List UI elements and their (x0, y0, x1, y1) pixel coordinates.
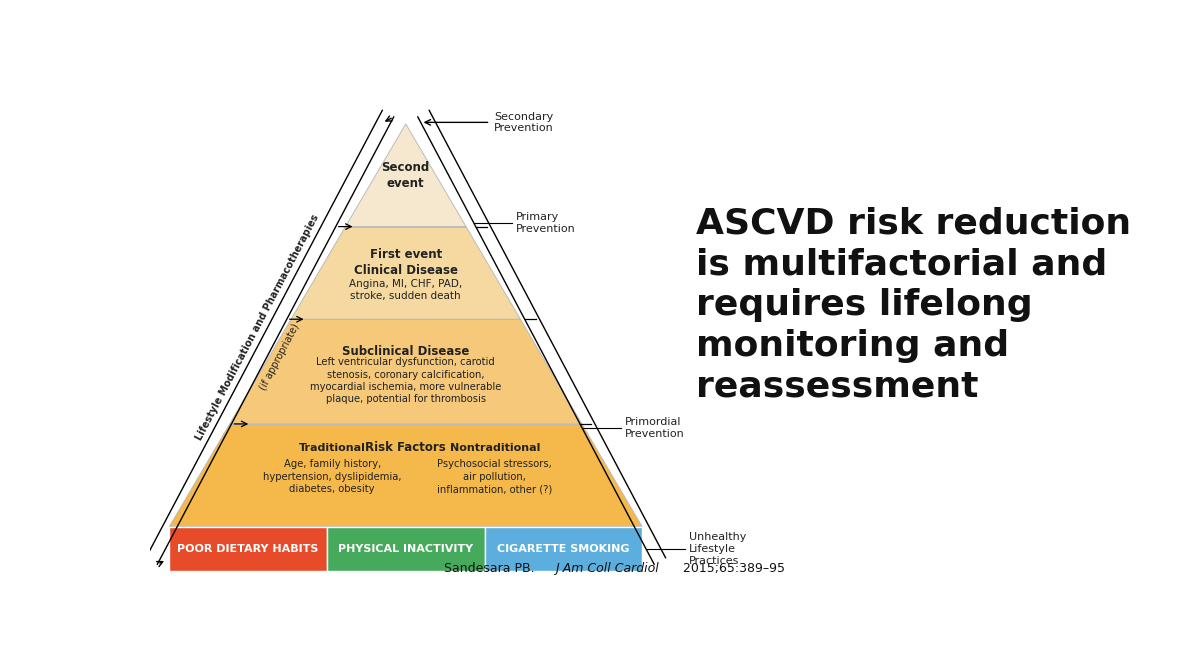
Text: Primordial
Prevention: Primordial Prevention (625, 417, 684, 439)
Text: ASCVD risk reduction
is multifactorial and
requires lifelong
monitoring and
reas: ASCVD risk reduction is multifactorial a… (696, 207, 1132, 404)
Text: Unhealthy
Lifestyle
Practices: Unhealthy Lifestyle Practices (689, 532, 746, 566)
Polygon shape (292, 226, 521, 319)
Text: POOR DIETARY HABITS: POOR DIETARY HABITS (178, 544, 319, 554)
Text: PHYSICAL INACTIVITY: PHYSICAL INACTIVITY (338, 544, 473, 554)
Bar (485, 526, 642, 572)
Polygon shape (169, 424, 642, 526)
Text: Sandesara PB.: Sandesara PB. (444, 562, 539, 575)
Bar (326, 526, 485, 572)
Text: First event
Clinical Disease: First event Clinical Disease (354, 249, 457, 277)
Text: Secondary
Prevention: Secondary Prevention (494, 112, 554, 133)
Text: Risk Factors: Risk Factors (365, 441, 446, 454)
Text: CIGARETTE SMOKING: CIGARETTE SMOKING (497, 544, 630, 554)
Polygon shape (346, 124, 466, 226)
Text: Angina, MI, CHF, PAD,
stroke, sudden death: Angina, MI, CHF, PAD, stroke, sudden dea… (349, 279, 462, 301)
Bar (169, 526, 326, 572)
Text: Subclinical Disease: Subclinical Disease (342, 345, 469, 358)
Text: 2015;65:389–95: 2015;65:389–95 (678, 562, 785, 575)
Text: Left ventricular dysfunction, carotid
stenosis, coronary calcification,
myocardi: Left ventricular dysfunction, carotid st… (310, 357, 502, 404)
Text: Psychosocial stressors,
air pollution,
inflammation, other (?): Psychosocial stressors, air pollution, i… (437, 459, 552, 494)
Text: J Am Coll Cardiol: J Am Coll Cardiol (554, 562, 659, 575)
Polygon shape (229, 319, 582, 424)
Text: Primary
Prevention: Primary Prevention (516, 212, 576, 233)
Text: Lifestyle Modification and Pharmacotherapies: Lifestyle Modification and Pharmacothera… (194, 213, 322, 442)
Text: Nontraditional: Nontraditional (450, 443, 540, 453)
Text: Age, family history,
hypertension, dyslipidemia,
diabetes, obesity: Age, family history, hypertension, dysli… (263, 459, 401, 494)
Text: Traditional: Traditional (299, 443, 366, 453)
Text: (if appropriate): (if appropriate) (258, 322, 301, 392)
Text: Second
event: Second event (382, 161, 430, 190)
